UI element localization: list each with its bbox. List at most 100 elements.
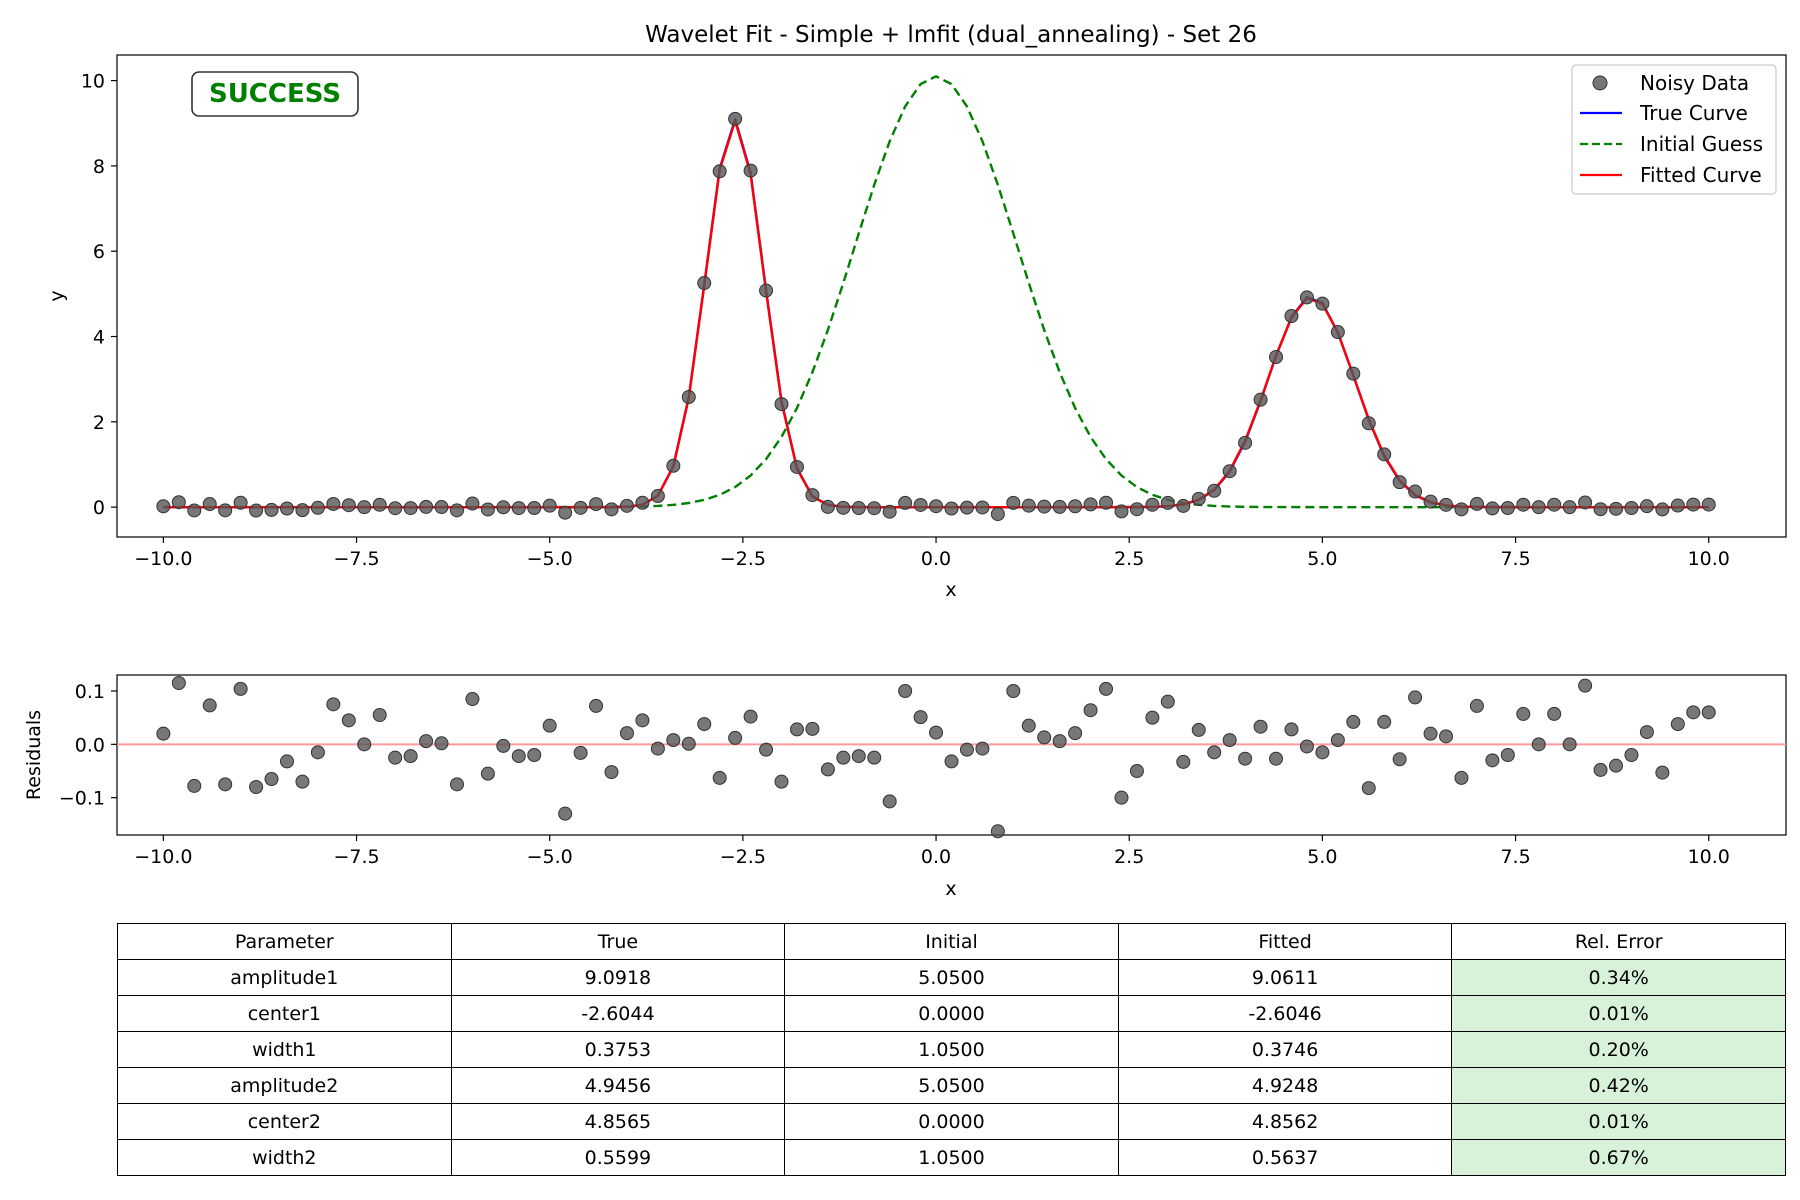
data-point [1191, 491, 1206, 506]
residual-point [202, 698, 217, 713]
success-annotation-text: SUCCESS [209, 79, 341, 109]
main-x-tick-label: −5.0 [527, 548, 573, 570]
residual-point [1686, 705, 1701, 720]
residual-point [650, 741, 665, 756]
main-plot: Wavelet Fit - Simple + lmfit (dual_annea… [46, 22, 1787, 601]
data-point [1578, 495, 1593, 510]
table-row: amplitude1 9.0918 5.0500 9.0611 0.34% [117, 959, 1786, 996]
residual-point [295, 774, 310, 789]
data-point [480, 502, 495, 517]
data-point [975, 500, 990, 515]
initial-guess-line [163, 75, 1709, 509]
legend-marker-noisy-data [1592, 75, 1608, 91]
data-point [1454, 502, 1469, 517]
data-point [1346, 366, 1361, 381]
data-point [1269, 349, 1284, 364]
data-point [465, 496, 480, 511]
residual-point [959, 742, 974, 757]
residual-point [1145, 710, 1160, 725]
data-point [496, 500, 511, 515]
residuals-plot-frame [116, 674, 1787, 836]
data-point [1021, 498, 1036, 513]
data-point [1670, 498, 1685, 513]
data-point [666, 458, 681, 473]
residuals-x-tick-label: 7.5 [1500, 846, 1530, 868]
residual-point [511, 749, 526, 764]
table-header-cell: Initial [784, 923, 1119, 960]
residual-point [310, 745, 325, 760]
table-header-row: Parameter True Initial Fitted Rel. Error [117, 923, 1786, 960]
data-point [1624, 500, 1639, 515]
data-point [1315, 296, 1330, 311]
data-point [388, 501, 403, 516]
data-point [372, 497, 387, 512]
main-x-tick-label: −10.0 [134, 548, 192, 570]
table-row: center2 4.8565 0.0000 4.8562 0.01% [117, 1103, 1786, 1140]
data-point [1160, 495, 1175, 510]
data-point [1145, 497, 1160, 512]
legend-label-fitted-curve: Fitted Curve [1640, 163, 1762, 187]
data-point [357, 500, 372, 515]
residual-point [1516, 706, 1531, 721]
data-point [1176, 498, 1191, 513]
table-cell: 4.8562 [1117, 1103, 1453, 1140]
residual-point [851, 749, 866, 764]
main-x-axis-label: x [945, 579, 956, 601]
residual-point [1114, 790, 1129, 805]
main-x-tick-label: −7.5 [333, 548, 379, 570]
residual-point [820, 762, 835, 777]
parameter-table: Parameter True Initial Fitted Rel. Error… [117, 923, 1786, 1176]
data-point [635, 495, 650, 510]
data-point [1609, 501, 1624, 516]
residual-point [1129, 764, 1144, 778]
residuals-y-axis-label: Residuals [23, 710, 45, 800]
residuals-y-tick-label: 0.1 [75, 681, 105, 703]
residual-point [589, 698, 604, 713]
data-point [419, 499, 434, 514]
data-point [898, 495, 913, 510]
residual-point [759, 742, 774, 757]
data-point [1068, 499, 1083, 514]
residual-point [1423, 726, 1438, 741]
residual-point [1701, 705, 1716, 720]
table-header-cell: Rel. Error [1451, 923, 1786, 960]
data-point [156, 499, 171, 514]
data-point [1655, 502, 1670, 517]
data-point [836, 500, 851, 515]
table-cell: 0.0000 [784, 995, 1119, 1032]
residual-point [1253, 719, 1268, 734]
legend-label-true-curve: True Curve [1639, 101, 1748, 125]
main-y-axis-label: y [46, 290, 68, 301]
table-row: width1 0.3753 1.0500 0.3746 0.20% [117, 1031, 1786, 1068]
data-point [697, 276, 712, 291]
residuals-x-tick-label: −2.5 [720, 846, 766, 868]
residual-point [774, 774, 789, 789]
residual-point [743, 709, 758, 724]
table-cell-rel-error: 0.20% [1451, 1031, 1786, 1068]
residual-point [1500, 748, 1515, 762]
data-point [1408, 484, 1423, 499]
residual-point [789, 722, 804, 737]
table-cell: 0.3753 [450, 1031, 786, 1068]
table-cell: 9.0611 [1117, 959, 1453, 996]
data-point [527, 500, 542, 515]
data-point [403, 501, 418, 516]
residuals-x-tick-label: −10.0 [134, 846, 192, 868]
main-y-tick-label: 10 [81, 71, 105, 93]
data-point [929, 499, 944, 514]
data-point [233, 495, 248, 510]
residual-point [1609, 758, 1624, 773]
residual-point [480, 766, 495, 781]
table-cell: -2.6046 [1117, 995, 1453, 1032]
residual-point [1315, 745, 1330, 760]
main-x-tick-label: 5.0 [1307, 548, 1337, 570]
data-point [789, 459, 804, 474]
data-point [805, 488, 820, 503]
residual-point [1485, 753, 1500, 768]
data-point [774, 397, 789, 412]
main-y-tick-label: 0 [93, 497, 105, 519]
residual-point [496, 738, 511, 753]
data-point [589, 497, 604, 512]
residual-point [882, 794, 897, 809]
data-point [1392, 475, 1407, 490]
